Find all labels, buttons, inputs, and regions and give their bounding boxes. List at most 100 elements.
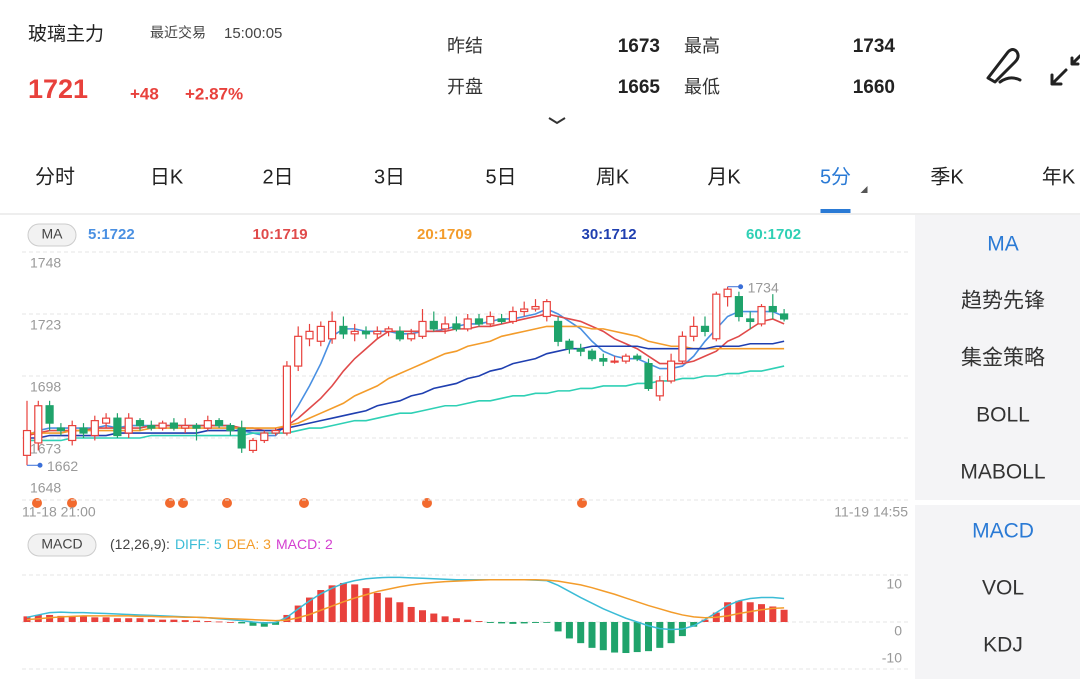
- macd-bar: [362, 588, 370, 622]
- candle-body: [700, 325, 710, 332]
- macd-bar: [520, 622, 528, 624]
- contract-title: 玻璃主力: [28, 23, 104, 45]
- macd-bar: [328, 585, 336, 622]
- arrow: [1070, 54, 1080, 66]
- candle-body: [226, 425, 235, 432]
- stat-label: 最高: [684, 36, 720, 56]
- indicator-option[interactable]: MA: [987, 233, 1019, 256]
- candle-body: [305, 330, 314, 340]
- low-marker-dot: [37, 462, 43, 468]
- macd-bar: [554, 622, 562, 632]
- macd-bar: [430, 613, 438, 622]
- last-price: 1721: [28, 74, 88, 104]
- macd-bar: [193, 620, 200, 622]
- candle-body: [124, 417, 133, 434]
- macd-bar: [102, 617, 110, 622]
- macd-bar: [272, 622, 280, 625]
- macd-bar: [294, 605, 302, 622]
- candle-body: [260, 432, 269, 442]
- candle-body: [599, 358, 608, 362]
- candle-body: [90, 420, 99, 437]
- high-marker-label: 1734: [748, 279, 779, 295]
- macd-bar: [419, 610, 426, 622]
- candle-body: [56, 427, 66, 432]
- macd-bar: [543, 622, 551, 623]
- indicator-option[interactable]: MABOLL: [960, 461, 1045, 484]
- ma-legend: 5:1722: [88, 226, 135, 243]
- macd-bar: [611, 622, 619, 653]
- legend-pill[interactable]: [27, 223, 77, 247]
- draw-icon[interactable]: [986, 48, 1022, 84]
- macd-bar: [475, 621, 483, 622]
- macd-bar: [588, 622, 596, 648]
- candle-body: [508, 310, 517, 323]
- candle-body: [644, 363, 653, 390]
- candle-body: [384, 328, 393, 332]
- y-tick-label: 1748: [30, 255, 61, 271]
- macd-line: [26, 578, 785, 622]
- candle-body: [361, 330, 371, 335]
- pen-stroke: [998, 76, 1022, 84]
- candle-body: [350, 330, 359, 335]
- candle-body: [746, 318, 755, 323]
- stat-label: 昨结: [447, 36, 483, 56]
- macd-bar: [91, 617, 99, 622]
- indicator-option[interactable]: 集金策略: [961, 347, 1045, 370]
- macd-bar: [498, 622, 506, 624]
- period-tab[interactable]: 月K: [707, 166, 741, 188]
- candle-body: [542, 301, 551, 318]
- candle-body: [723, 288, 732, 298]
- fullscreen-icon[interactable]: [1050, 54, 1080, 86]
- period-tab[interactable]: 5日: [485, 166, 516, 188]
- candle-body: [407, 333, 416, 340]
- period-tab[interactable]: 分时: [35, 165, 75, 188]
- macd-bar: [147, 619, 155, 622]
- period-tab[interactable]: 季K: [930, 165, 964, 188]
- period-tab[interactable]: 2日: [262, 166, 293, 188]
- period-tab[interactable]: 日K: [150, 166, 184, 188]
- period-tab[interactable]: 3日: [374, 166, 405, 188]
- period-tab[interactable]: 5分: [820, 165, 851, 188]
- candle-body: [576, 348, 585, 352]
- indicator-label: MA: [42, 226, 64, 242]
- stat-label: 最低: [684, 77, 720, 97]
- candle-body: [328, 320, 337, 340]
- ma-legend: 20:1709: [417, 226, 472, 243]
- period-tab[interactable]: 周K: [596, 166, 630, 188]
- tab-dropdown[interactable]: [860, 186, 868, 193]
- macd-bar: [769, 606, 777, 622]
- expand-chevron[interactable]: [548, 117, 566, 125]
- indicator-option[interactable]: 趋势先锋: [961, 290, 1045, 313]
- candle-body: [429, 320, 438, 330]
- legend-pill[interactable]: [27, 533, 97, 557]
- indicator-option[interactable]: VOL: [982, 577, 1024, 600]
- indicator-option[interactable]: KDJ: [983, 634, 1023, 657]
- period-tabs: 分时 日K 2日 3日 5日 周K 月K 5分 季K 年K: [35, 165, 1076, 213]
- macd-bar: [599, 622, 607, 651]
- stat-value: 1665: [618, 77, 661, 98]
- candle-body: [203, 420, 212, 429]
- indicator-label: MACD: [41, 536, 82, 552]
- price-change-pct: +2.87%: [185, 84, 243, 103]
- macd-bar: [758, 604, 765, 622]
- macd-bar: [452, 618, 460, 622]
- x-tick-label: 11-18 21:00: [22, 504, 96, 520]
- candle-body: [181, 425, 190, 429]
- macd-bar: [385, 597, 393, 622]
- macd-line: [26, 576, 785, 631]
- arrow: [1050, 68, 1068, 86]
- indicator-option[interactable]: BOLL: [976, 404, 1030, 427]
- period-tab[interactable]: 年K: [1042, 165, 1076, 188]
- candle-body: [520, 308, 529, 313]
- signal-dot: [222, 498, 232, 508]
- x-tick-label: 11-19 14:55: [834, 504, 908, 520]
- indicator-option[interactable]: MACD: [972, 520, 1034, 543]
- candle-body: [452, 323, 461, 330]
- macd-bar: [306, 597, 313, 622]
- macd-bar: [80, 616, 87, 622]
- signal-markers: [32, 498, 587, 508]
- candle-body: [158, 422, 167, 429]
